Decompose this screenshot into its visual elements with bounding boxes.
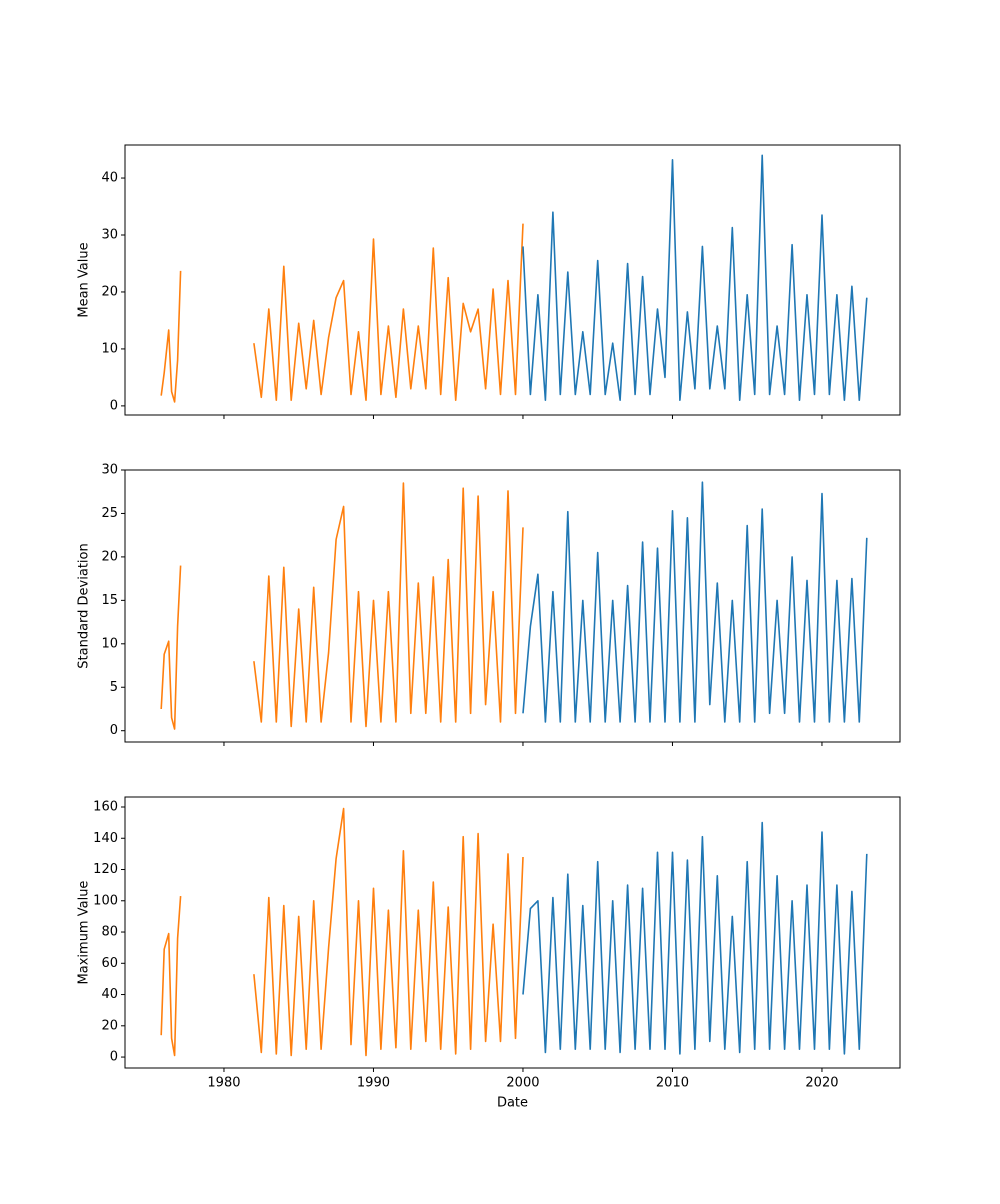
y-tick-label: 20 xyxy=(101,549,118,564)
y-tick-label: 30 xyxy=(101,228,118,243)
x-tick-label: 2010 xyxy=(656,1076,689,1091)
y-tick-label: 0 xyxy=(110,723,118,738)
data-line xyxy=(522,821,868,1055)
y-tick-label: 0 xyxy=(110,398,118,413)
y-tick-label: 10 xyxy=(101,341,118,356)
x-tick-label: 2000 xyxy=(506,1076,539,1091)
y-tick-label: 10 xyxy=(101,636,118,651)
y-tick-label: 20 xyxy=(101,284,118,299)
x-tick-label: 1990 xyxy=(357,1076,390,1091)
y-tick-label: 100 xyxy=(93,893,118,908)
y-tick-label: 40 xyxy=(101,987,118,1002)
data-line xyxy=(160,807,524,1057)
y-tick-label: 140 xyxy=(93,831,118,846)
y-tick-label: 5 xyxy=(110,680,118,695)
y-tick-label: 0 xyxy=(110,1050,118,1065)
y-tick-label: 15 xyxy=(101,593,118,608)
data-line xyxy=(522,154,868,401)
y-tick-label: 80 xyxy=(101,925,118,940)
data-line xyxy=(160,482,524,730)
y-tick-label: 25 xyxy=(101,506,118,521)
y-tick-label: 20 xyxy=(101,1018,118,1033)
y-axis-label: Standard Deviation xyxy=(77,543,92,668)
y-tick-label: 160 xyxy=(93,800,118,815)
axes-frame xyxy=(124,469,901,743)
y-axis-label: Maximum Value xyxy=(77,881,92,985)
x-tick-label: 1980 xyxy=(207,1076,240,1091)
y-tick-label: 60 xyxy=(101,956,118,971)
x-axis-label: Date xyxy=(497,1096,528,1111)
y-tick-label: 30 xyxy=(101,463,118,478)
y-axis-label: Mean Value xyxy=(77,242,92,317)
axes-frame xyxy=(124,144,901,416)
axes-frame xyxy=(124,796,901,1069)
x-tick-label: 2020 xyxy=(805,1076,838,1091)
data-line xyxy=(522,481,868,723)
y-tick-label: 120 xyxy=(93,862,118,877)
data-line xyxy=(160,223,524,403)
y-tick-label: 40 xyxy=(101,171,118,186)
